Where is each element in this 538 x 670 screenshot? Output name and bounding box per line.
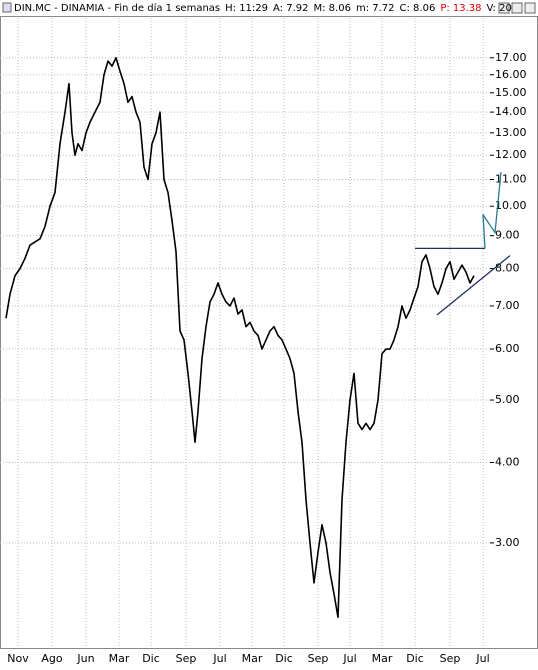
y-tick-label: 9.00 (495, 229, 520, 242)
y-tick-label: 12.00 (495, 148, 527, 161)
y-tick-label: 4.00 (495, 455, 520, 468)
y-tick-label: 14.00 (495, 105, 527, 118)
y-tick-label: 5.00 (495, 393, 520, 406)
price-line (5, 57, 475, 619)
y-tick-label: 7.00 (495, 299, 520, 312)
x-tick-label: Ago (41, 652, 63, 665)
x-tick-label: Sep (308, 652, 329, 665)
x-tick-label: Jul (342, 652, 356, 665)
trend-line (482, 171, 502, 249)
x-tick-label: Jul (475, 652, 489, 665)
y-tick-label: 8.00 (495, 262, 520, 275)
y-tick-label: 13.00 (495, 126, 527, 139)
x-tick-label: Dic (142, 652, 160, 665)
x-tick-label: Dic (275, 652, 293, 665)
x-tick-label: Mar (109, 652, 130, 665)
header-field: P: 13.38 (440, 3, 481, 14)
header-field: m: 7.72 (356, 3, 395, 14)
x-tick-label: Dic (406, 652, 424, 665)
y-tick-label: 10.00 (495, 199, 527, 212)
x-tick-label: Sep (440, 652, 461, 665)
y-tick-label: 17.00 (495, 51, 527, 64)
close-button[interactable] (524, 2, 536, 14)
x-tick-label: Nov (7, 652, 29, 665)
maximize-button[interactable] (511, 2, 523, 14)
y-tick-label: 6.00 (495, 342, 520, 355)
x-tick-label: Mar (242, 652, 263, 665)
y-tick-label: 15.00 (495, 86, 527, 99)
y-tick-label: 11.00 (495, 173, 527, 186)
x-tick-label: Sep (176, 652, 197, 665)
header-field: V: 20 (487, 3, 512, 14)
header-field: A: 7.92 (273, 3, 308, 14)
y-tick-label: 16.00 (495, 68, 527, 81)
y-tick-label: 3.00 (495, 536, 520, 549)
x-tick-label: Jul (212, 652, 226, 665)
minimize-button[interactable] (498, 2, 510, 14)
header-field: M: 8.06 (314, 3, 351, 14)
header-field: DIN.MC - DINAMIA - Fin de día 1 semanas (14, 2, 220, 14)
x-tick-label: Mar (372, 652, 393, 665)
header-field: C: 8.06 (400, 3, 436, 14)
trend-line (436, 255, 511, 316)
header-field: H: 11:29 (225, 3, 268, 14)
menu-icon[interactable] (2, 2, 12, 13)
header: DIN.MC - DINAMIA - Fin de día 1 semanas H… (14, 2, 512, 14)
x-tick-label: Jun (76, 652, 94, 665)
